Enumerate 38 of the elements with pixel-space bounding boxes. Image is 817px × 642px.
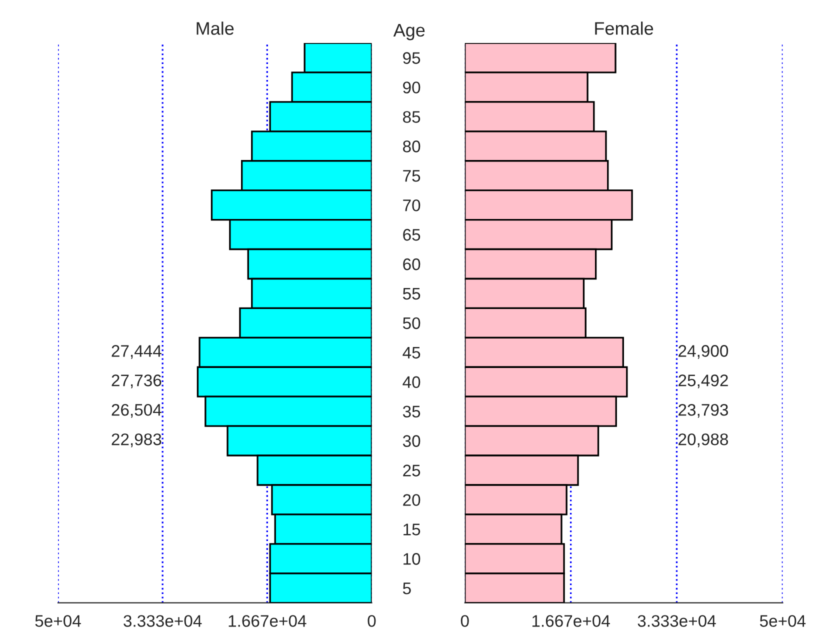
data-label: 26,504 bbox=[112, 404, 162, 418]
y-tick-label: 25 bbox=[403, 464, 420, 476]
y-tick-label: 15 bbox=[404, 524, 420, 536]
data-label: 20,988 bbox=[678, 433, 728, 448]
data-label: 24,900 bbox=[678, 345, 728, 359]
y-tick-label: 65 bbox=[403, 228, 420, 241]
y-tick-label: 50 bbox=[402, 317, 420, 330]
data-label: 27,444 bbox=[112, 345, 162, 359]
x-tick-label: 0 bbox=[368, 615, 376, 627]
y-tick-label: 35 bbox=[402, 406, 420, 418]
x-tick-label: 3.333e+04 bbox=[124, 615, 202, 627]
y-tick-label: 85 bbox=[403, 111, 420, 123]
x-tick-label: 1.667e+04 bbox=[228, 615, 306, 627]
y-tick-label: 90 bbox=[403, 82, 420, 94]
y-axis-title: Age bbox=[393, 24, 425, 40]
y-tick-label: 45 bbox=[402, 346, 420, 359]
y-tick-label: 10 bbox=[404, 553, 420, 565]
y-tick-label: 30 bbox=[402, 435, 420, 447]
data-label: 27,736 bbox=[112, 374, 162, 388]
x-tick-label: 5e+04 bbox=[760, 615, 806, 627]
chart-title: Male bbox=[196, 22, 234, 35]
y-tick-label: 5 bbox=[402, 582, 411, 594]
y-tick-label: 80 bbox=[403, 140, 420, 152]
chart-title: Female bbox=[595, 22, 654, 35]
y-tick-label: 20 bbox=[403, 494, 420, 506]
x-tick-label: 5e+04 bbox=[35, 615, 81, 627]
y-tick-label: 55 bbox=[402, 288, 420, 300]
y-tick-label: 75 bbox=[403, 170, 420, 182]
x-tick-label: 3.333e+04 bbox=[638, 615, 716, 627]
y-tick-label: 60 bbox=[403, 258, 420, 270]
data-label: 23,793 bbox=[678, 404, 728, 418]
y-tick-label: 70 bbox=[403, 199, 420, 212]
x-tick-label: 1.667e+04 bbox=[532, 615, 610, 627]
x-tick-label: 0 bbox=[460, 615, 469, 627]
y-tick-label: 95 bbox=[403, 52, 420, 64]
data-label: 22,983 bbox=[112, 433, 162, 448]
data-label: 25,492 bbox=[678, 374, 728, 388]
y-tick-label: 40 bbox=[402, 376, 420, 388]
